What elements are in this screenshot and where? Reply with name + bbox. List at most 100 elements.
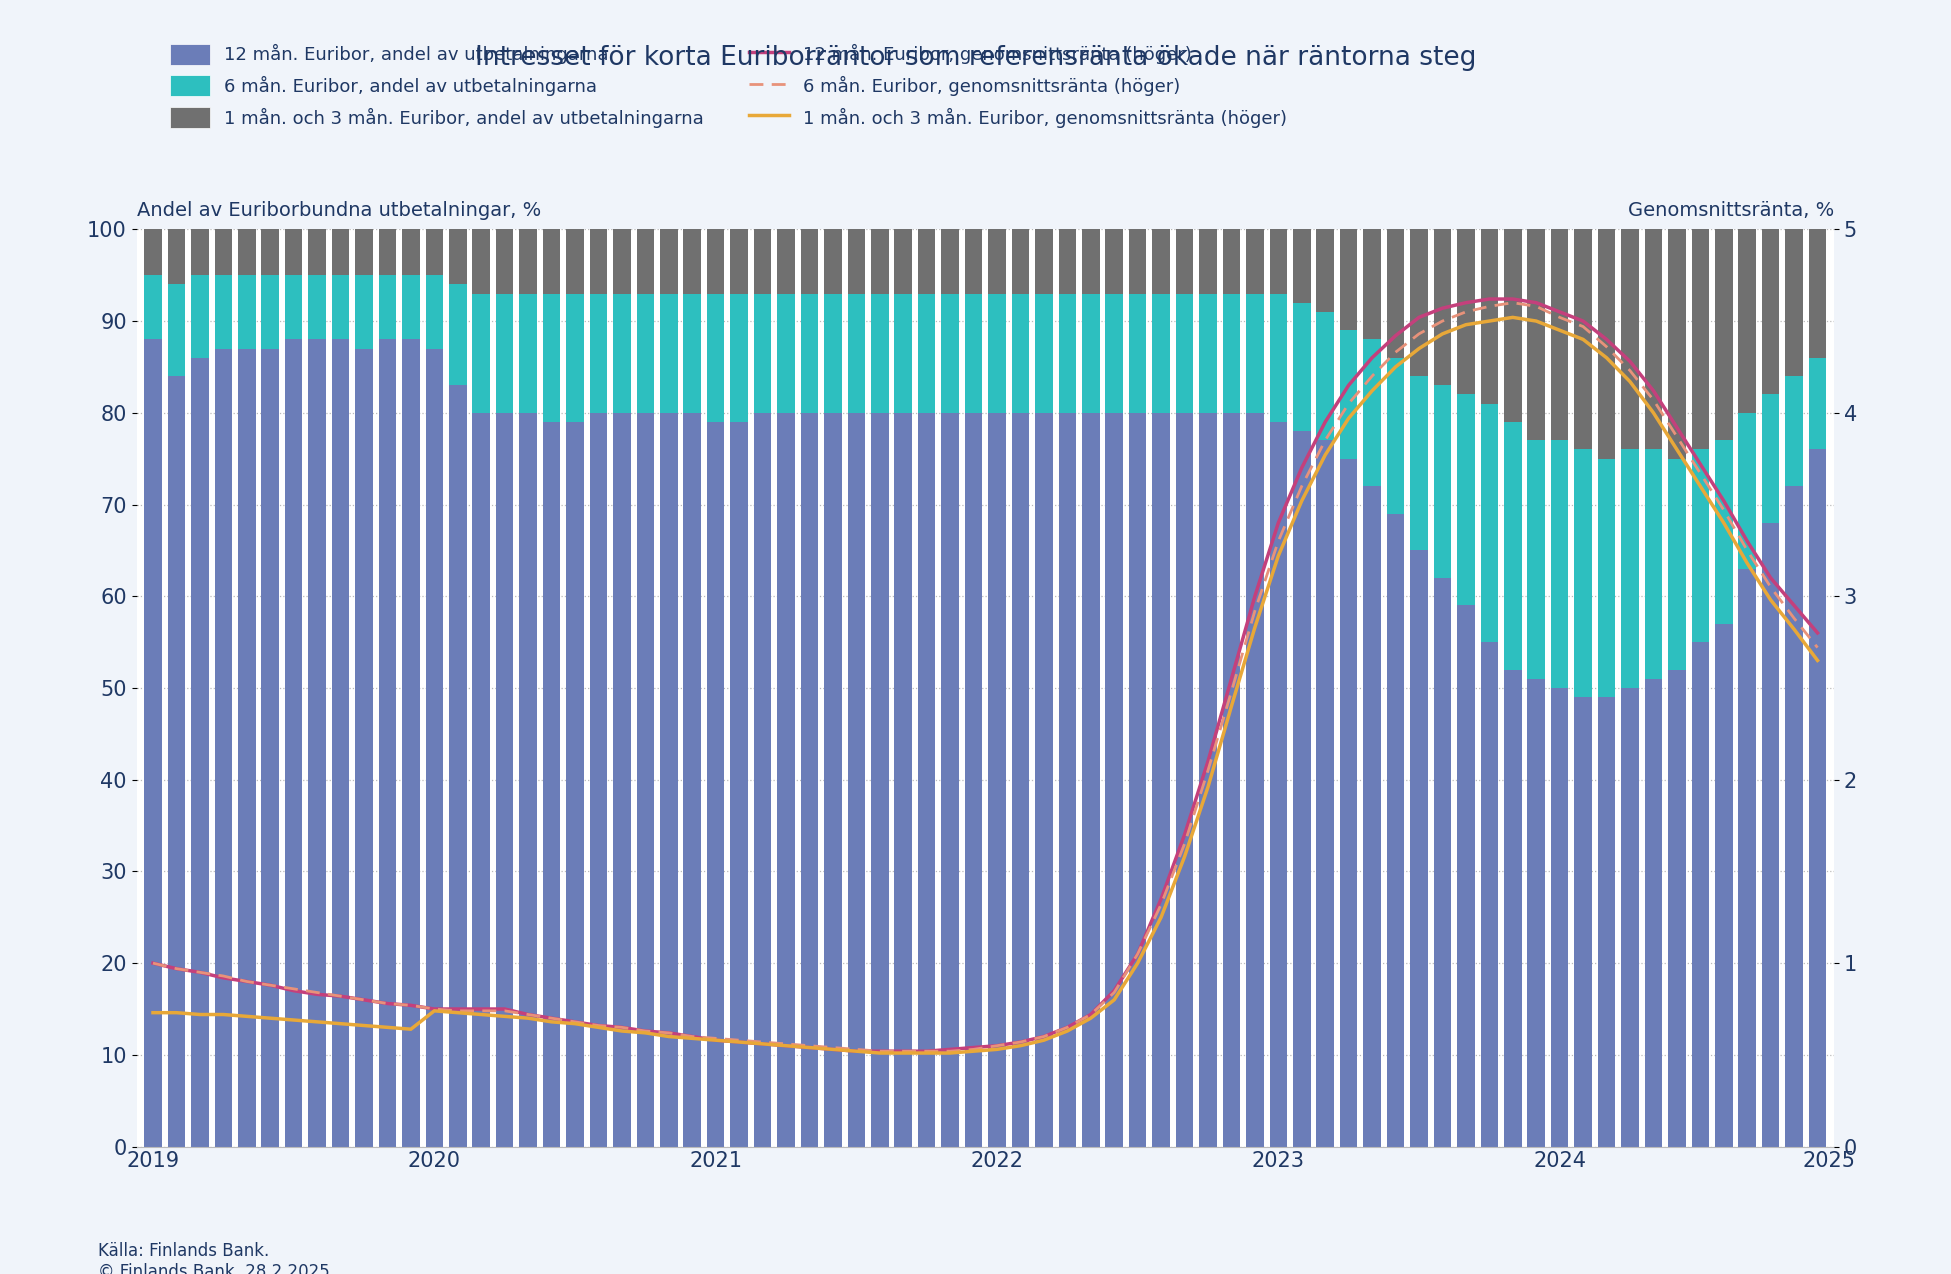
Bar <box>1294 303 1311 431</box>
Bar <box>1176 293 1194 413</box>
Bar <box>1574 697 1592 1147</box>
Bar <box>1481 404 1498 642</box>
Bar <box>1200 293 1217 413</box>
Bar <box>285 275 302 339</box>
Bar <box>776 229 794 293</box>
Bar <box>519 229 537 293</box>
Bar <box>378 229 396 275</box>
Bar <box>1411 229 1428 376</box>
Bar <box>917 413 935 1147</box>
Bar <box>1106 413 1124 1147</box>
Bar <box>800 229 817 293</box>
Bar <box>261 229 279 275</box>
Bar <box>1481 642 1498 1147</box>
Bar <box>1621 450 1639 688</box>
Bar <box>519 413 537 1147</box>
Bar <box>215 349 232 1147</box>
Bar <box>1387 513 1405 1147</box>
Bar <box>1809 450 1826 1147</box>
Bar <box>285 229 302 275</box>
Bar <box>1153 229 1171 293</box>
Bar <box>215 275 232 349</box>
Bar <box>1200 413 1217 1147</box>
Bar <box>1551 229 1569 441</box>
Bar <box>683 229 700 293</box>
Bar <box>1457 229 1475 395</box>
Bar <box>1247 293 1264 413</box>
Bar <box>1013 413 1030 1147</box>
Bar <box>894 229 911 293</box>
Bar <box>870 413 888 1147</box>
Text: Genomsnittsränta, %: Genomsnittsränta, % <box>1627 201 1834 220</box>
Legend: 12 mån. Euribor, andel av utbetalningarna, 6 mån. Euribor, andel av utbetalninga: 12 mån. Euribor, andel av utbetalningarn… <box>162 37 1294 135</box>
Bar <box>238 275 256 349</box>
Bar <box>1621 688 1639 1147</box>
Bar <box>1762 229 1779 395</box>
Bar <box>1738 229 1756 413</box>
Bar <box>355 349 373 1147</box>
Bar <box>659 229 677 293</box>
Bar <box>730 293 747 422</box>
Bar <box>261 275 279 349</box>
Bar <box>425 229 443 275</box>
Bar <box>870 229 888 293</box>
Bar <box>1106 229 1124 293</box>
Bar <box>378 275 396 339</box>
Bar <box>613 413 630 1147</box>
Bar <box>1340 459 1358 1147</box>
Bar <box>1574 229 1592 450</box>
Bar <box>1668 670 1686 1147</box>
Bar <box>1153 413 1171 1147</box>
Bar <box>1528 229 1545 441</box>
Bar <box>940 413 958 1147</box>
Bar <box>238 229 256 275</box>
Bar <box>1457 605 1475 1147</box>
Bar <box>1223 229 1241 293</box>
Bar <box>542 422 560 1147</box>
Bar <box>1809 358 1826 450</box>
Bar <box>402 229 419 275</box>
Bar <box>659 413 677 1147</box>
Bar <box>753 229 771 293</box>
Bar <box>332 339 349 1147</box>
Bar <box>449 284 466 385</box>
Bar <box>776 413 794 1147</box>
Bar <box>425 349 443 1147</box>
Bar <box>917 293 935 413</box>
Bar <box>613 229 630 293</box>
Bar <box>1434 229 1452 385</box>
Text: Källa: Finlands Bank.
© Finlands Bank, 28.2.2025: Källa: Finlands Bank. © Finlands Bank, 2… <box>98 1242 330 1274</box>
Bar <box>1294 229 1311 303</box>
Bar <box>308 339 326 1147</box>
Bar <box>823 293 841 413</box>
Bar <box>308 229 326 275</box>
Bar <box>753 413 771 1147</box>
Bar <box>1551 441 1569 688</box>
Bar <box>402 339 419 1147</box>
Bar <box>542 293 560 422</box>
Bar <box>566 293 583 422</box>
Bar <box>1223 413 1241 1147</box>
Bar <box>613 293 630 413</box>
Bar <box>1504 422 1522 670</box>
Bar <box>1528 441 1545 679</box>
Bar <box>1130 229 1147 293</box>
Bar <box>589 229 607 293</box>
Bar <box>1645 450 1662 679</box>
Bar <box>589 293 607 413</box>
Bar <box>1668 459 1686 670</box>
Bar <box>496 413 513 1147</box>
Bar <box>1387 229 1405 358</box>
Bar <box>1411 376 1428 550</box>
Bar <box>1504 670 1522 1147</box>
Bar <box>1598 229 1615 459</box>
Bar <box>1738 568 1756 1147</box>
Bar <box>144 339 162 1147</box>
Bar <box>683 293 700 413</box>
Bar <box>1036 229 1054 293</box>
Bar <box>1645 229 1662 450</box>
Bar <box>472 413 490 1147</box>
Bar <box>1785 376 1803 487</box>
Bar <box>1317 441 1334 1147</box>
Bar <box>402 275 419 339</box>
